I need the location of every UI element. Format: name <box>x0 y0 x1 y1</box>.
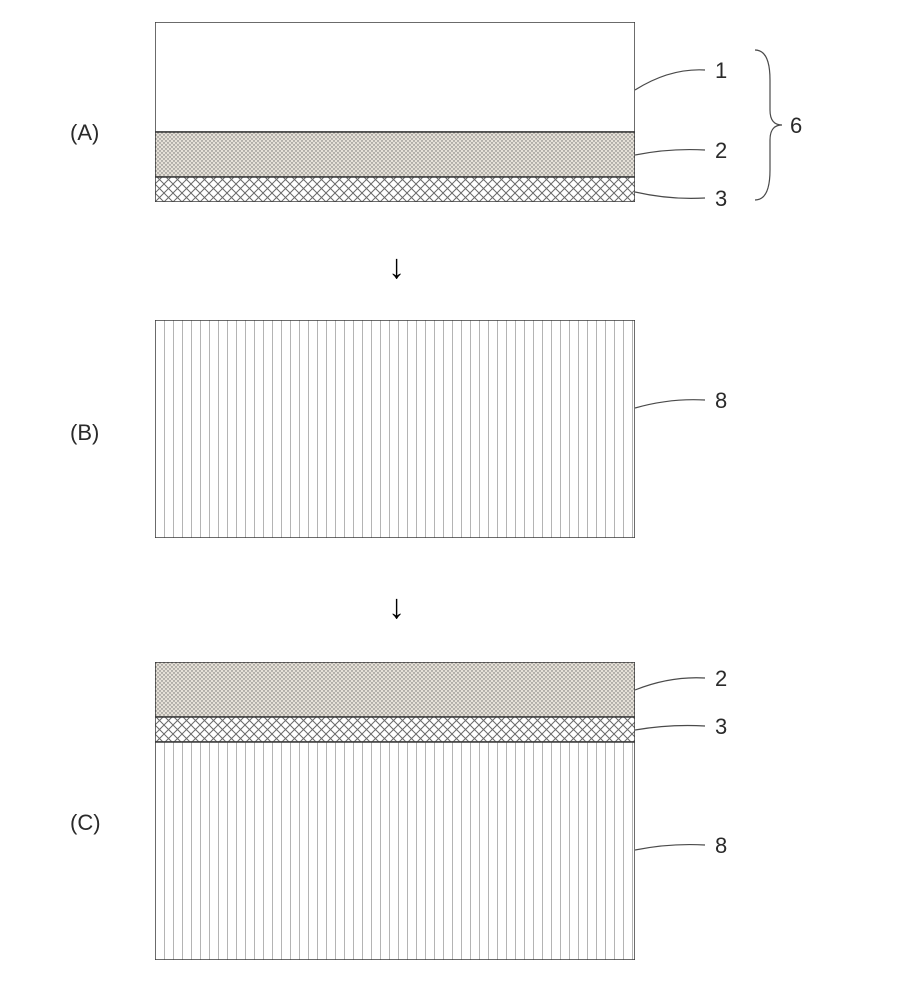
diagram-canvas: (A) 1 2 3 6 ↓ (B) 8 ↓ (C) 2 3 <box>0 0 911 1000</box>
layer-2-dots <box>155 132 635 177</box>
panel-label-b: (B) <box>70 420 99 446</box>
num-1: 1 <box>715 58 727 84</box>
panel-b <box>155 320 635 538</box>
panel-label-c: (C) <box>70 810 101 836</box>
arrow-ab: ↓ <box>388 250 405 284</box>
num-6: 6 <box>790 113 802 139</box>
layer-8-vstripes <box>155 320 635 538</box>
panel-label-a: (A) <box>70 120 99 146</box>
num-3: 3 <box>715 186 727 212</box>
layer-3c-hatch <box>155 717 635 742</box>
layer-2c-dots <box>155 662 635 717</box>
panel-c <box>155 662 635 960</box>
num-2-c: 2 <box>715 666 727 692</box>
num-3-c: 3 <box>715 714 727 740</box>
layer-8c-vstripes <box>155 742 635 960</box>
num-8-b: 8 <box>715 388 727 414</box>
num-2: 2 <box>715 138 727 164</box>
panel-a <box>155 22 635 202</box>
layer-1-white <box>155 22 635 132</box>
num-8-c: 8 <box>715 833 727 859</box>
arrow-bc: ↓ <box>388 590 405 624</box>
layer-3-hatch <box>155 177 635 202</box>
